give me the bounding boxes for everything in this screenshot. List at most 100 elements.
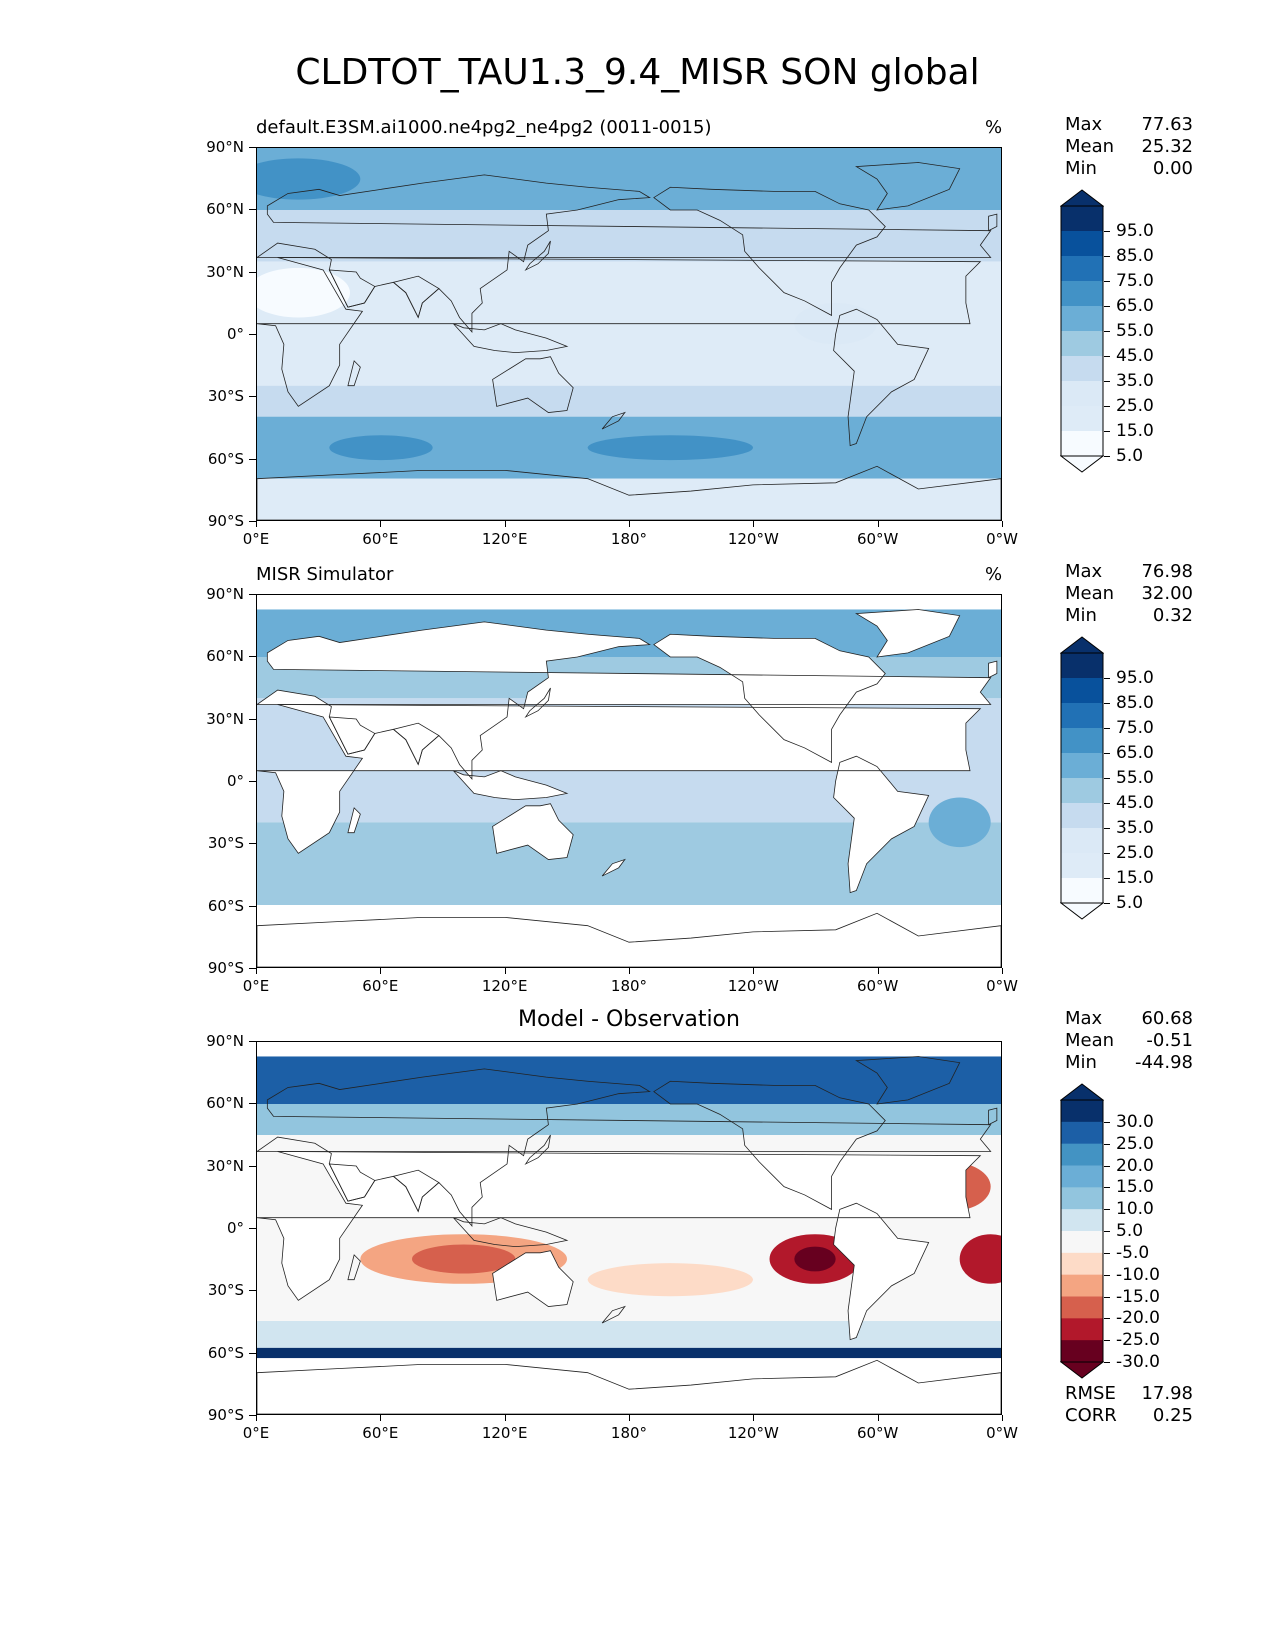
lon-tick-label: 60°E [362,1424,399,1442]
coastline-australia [492,356,574,413]
land-nz [602,859,625,877]
colorbar-segment [1061,1165,1103,1188]
colorbar-extend-bottom [1059,455,1105,473]
stat-value: 0.00 [1152,158,1193,179]
lon-tick-label: 180° [610,530,648,548]
lon-tick [504,1415,506,1421]
land-samerica [833,756,929,893]
coastline-uk [988,660,998,679]
field-band-southern-edge [257,1347,1001,1359]
colorbar-segment [1061,281,1103,307]
colorbar-label: 5.0 [1116,1221,1144,1241]
panel-metrics: RMSE 17.98 CORR 0.25 [1065,1383,1193,1427]
colorbar-svg [1059,1083,1105,1379]
stat-row-max: Max 60.68 [1065,1008,1193,1030]
colorbar-tick [1104,803,1110,804]
colorbar [1059,189,1105,477]
stat-value: 76.98 [1141,561,1193,582]
stat-value: 60.68 [1141,1008,1193,1029]
land-antarctica [257,1360,1001,1414]
lon-tick-label: 60°W [856,530,899,548]
colorbar-label: 5.0 [1116,446,1144,466]
colorbar-label: 75.0 [1116,718,1154,738]
panel-units: % [985,117,1003,138]
coastline-japan [524,240,551,271]
colorbar-tick [1104,1274,1110,1276]
colorbar-tick [1104,281,1110,282]
colorbar-label: 5.0 [1116,893,1144,913]
colorbar-segment [1061,231,1103,257]
coastline-namerica [653,186,886,317]
lon-tick [629,1415,630,1421]
lat-tick [249,594,256,595]
lon-tick-label: 60°E [362,977,399,995]
lon-tick [256,521,257,527]
lat-tick-label: 90°N [206,138,244,156]
colorbar-label: -25.0 [1116,1330,1160,1351]
field-blob-indian-core [412,1244,516,1274]
colorbar-label: -30.0 [1116,1352,1160,1372]
colorbar-segment [1061,703,1103,729]
colorbar-tick [1104,431,1110,432]
lon-tick [629,968,630,974]
stat-value: 77.63 [1141,114,1193,135]
colorbar-label: 25.0 [1116,843,1154,863]
colorbar-tick [1104,1187,1110,1189]
lat-tick-label: 60°S [207,896,244,915]
field-blob-north-atlantic [257,158,361,200]
colorbar-extend-bottom [1059,1361,1105,1379]
stat-row-max: Max 76.98 [1065,561,1193,583]
colorbar-tick [1104,306,1110,307]
lon-tick-label: 0°E [242,1424,270,1442]
field-blob-sahara [257,267,350,318]
land-samerica [833,1203,929,1340]
stat-key: Max [1065,561,1103,582]
coastline-greenland [855,609,961,658]
coastline-india [392,275,440,319]
stat-row-min: Min 0.00 [1065,158,1193,180]
colorbar-svg [1059,636,1105,920]
coastline-uk [988,213,998,232]
stat-row-min: Min 0.32 [1065,605,1193,627]
coastline-arabia [328,1163,376,1202]
field-blob-southeast-pacific-core [794,1246,836,1272]
coastline-africa [257,1151,982,1301]
colorbar-label: 15.0 [1116,868,1154,888]
lat-tick-label: 90°S [207,512,244,530]
lat-tick [249,1041,256,1042]
colorbar-extend-top [1059,636,1105,654]
land-mask [257,609,1001,967]
colorbar-label: 35.0 [1116,818,1154,838]
lon-tick-label: 0°E [242,977,270,995]
lon-tick [380,1415,382,1421]
colorbar-label: 30.0 [1116,1111,1154,1132]
colorbar-tick [1104,1231,1110,1232]
lat-tick-label: 30°S [207,387,244,406]
stat-key: Min [1065,158,1097,179]
stat-key: Mean [1065,1030,1115,1051]
coastlines [257,609,1001,967]
stat-row-mean: Mean 25.32 [1065,136,1193,158]
colorbar-label: 85.0 [1116,693,1154,713]
stat-key: Mean [1065,583,1115,604]
lon-tick-label: 180° [610,977,648,995]
coastline-antarctica [257,1359,1001,1414]
land-indonesia [453,770,567,800]
lat-tick-label: 0° [226,772,244,790]
colorbar-segment [1061,853,1103,879]
stat-row-min: Min -44.98 [1065,1052,1193,1074]
colorbar-outline [1060,652,1104,904]
colorbar-segment [1061,828,1103,854]
coastline-uk [988,1107,998,1126]
land-eurasia [257,621,991,779]
colorbar-tick [1104,1165,1110,1167]
lon-tick-label: 0°W [986,1424,1018,1442]
colorbar-label: 45.0 [1116,793,1154,813]
stat-value: -44.98 [1134,1052,1193,1073]
field-blob-south-indian [329,435,433,461]
colorbar-segment [1061,653,1103,679]
colorbar-segment [1061,1252,1103,1276]
colorbar-label: 85.0 [1116,246,1154,266]
coastline-japan [524,687,551,718]
colorbar-label: 25.0 [1116,1133,1154,1154]
